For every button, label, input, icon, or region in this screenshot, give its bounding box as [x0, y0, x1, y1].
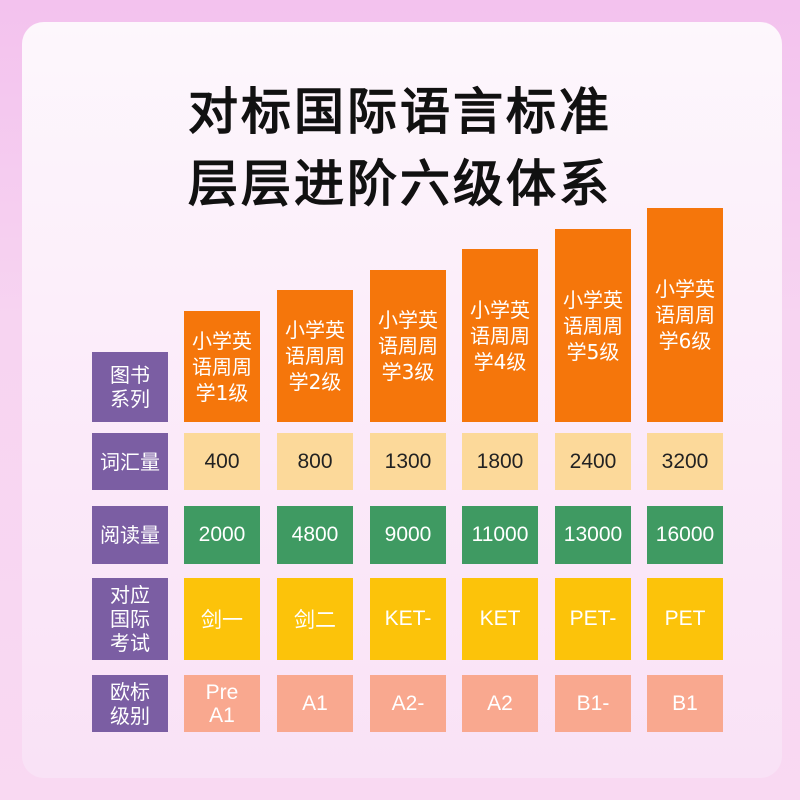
cefr-level-3: A2-: [370, 675, 446, 732]
row-label-reading: 阅读量: [92, 506, 168, 564]
cefr-level-6: B1: [647, 675, 723, 732]
cefr-level-2: A1: [277, 675, 353, 732]
row-label-series: 图书系列: [92, 352, 168, 422]
page-title-line2: 层层进阶六级体系: [188, 155, 612, 213]
row-label-vocab: 词汇量: [92, 433, 168, 490]
series-level-6: 小学英语周周学6级: [647, 208, 723, 422]
series-level-3: 小学英语周周学3级: [370, 270, 446, 422]
series-level-2: 小学英语周周学2级: [277, 290, 353, 422]
reading-level-3: 9000: [370, 506, 446, 564]
series-level-4: 小学英语周周学4级: [462, 249, 538, 422]
row-label-exam: 对应国际考试: [92, 578, 168, 660]
vocab-level-4: 1800: [462, 433, 538, 490]
exam-level-5: PET-: [555, 578, 631, 660]
page-title-line1: 对标国际语言标准: [188, 83, 612, 141]
cefr-level-5: B1-: [555, 675, 631, 732]
exam-level-3: KET-: [370, 578, 446, 660]
vocab-level-3: 1300: [370, 433, 446, 490]
exam-level-4: KET: [462, 578, 538, 660]
vocab-level-6: 3200: [647, 433, 723, 490]
cefr-level-4: A2: [462, 675, 538, 732]
vocab-level-5: 2400: [555, 433, 631, 490]
exam-level-2: 剑二: [277, 578, 353, 660]
reading-level-4: 11000: [462, 506, 538, 564]
cefr-level-1: Pre A1: [184, 675, 260, 732]
exam-level-6: PET: [647, 578, 723, 660]
reading-level-6: 16000: [647, 506, 723, 564]
row-label-cefr: 欧标级别: [92, 675, 168, 732]
exam-level-1: 剑一: [184, 578, 260, 660]
reading-level-1: 2000: [184, 506, 260, 564]
series-level-5: 小学英语周周学5级: [555, 229, 631, 422]
vocab-level-1: 400: [184, 433, 260, 490]
series-level-1: 小学英语周周学1级: [184, 311, 260, 422]
reading-level-2: 4800: [277, 506, 353, 564]
reading-level-5: 13000: [555, 506, 631, 564]
vocab-level-2: 800: [277, 433, 353, 490]
